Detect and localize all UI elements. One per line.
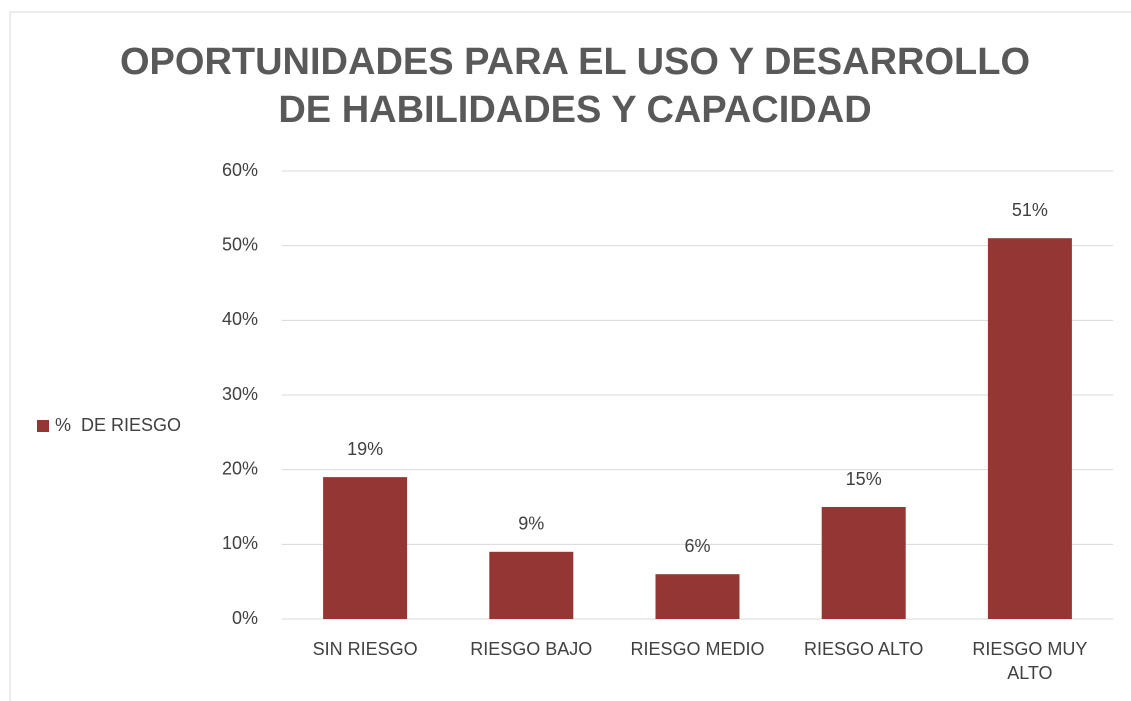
x-tick-label: RIESGO BAJO [470,639,593,659]
data-label: 9% [518,514,544,534]
x-tick-label: RIESGO MUY ALTO [972,639,1088,683]
chart-title: OPORTUNIDADES PARA EL USO Y DESARROLLO D… [120,41,1030,131]
y-tick-label: 0% [232,608,258,628]
data-label: 15% [846,469,882,489]
y-tick-label: 60% [222,160,258,180]
legend-label: % DE RIESGO [55,415,181,435]
y-tick-label: 30% [222,384,258,404]
bar [821,507,906,619]
x-tick-label: SIN RIESGO [312,639,418,659]
y-tick-label: 10% [222,533,258,553]
data-label: 19% [347,439,383,459]
y-tick-label: 20% [222,458,258,478]
bar [323,477,408,619]
bar [987,238,1072,619]
data-label: 51% [1012,200,1048,220]
bar [655,574,740,619]
data-label: 6% [684,536,710,556]
y-tick-label: 50% [222,234,258,254]
chart-border [9,11,1131,701]
bar [489,551,574,619]
legend-swatch [37,420,49,432]
y-tick-label: 40% [222,309,258,329]
x-tick-label: RIESGO MEDIO [630,639,765,659]
x-tick-label: RIESGO ALTO [804,639,924,659]
